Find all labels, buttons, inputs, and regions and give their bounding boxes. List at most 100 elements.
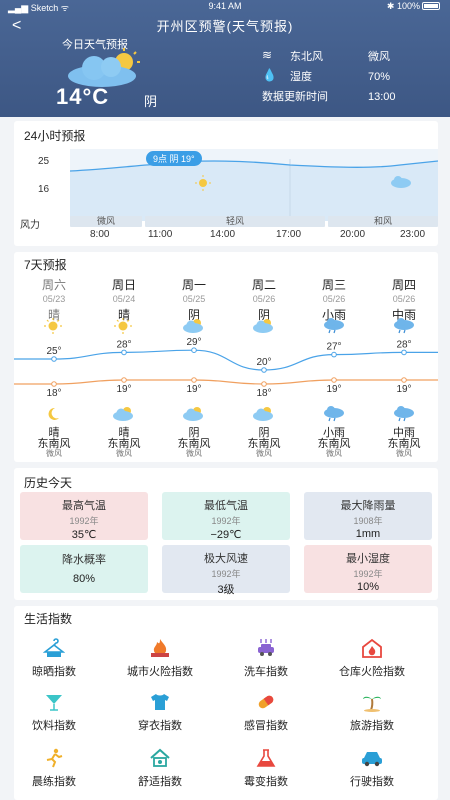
daily-forecast-card[interactable]: 7天预报 周六 05/23 晴晴东南风 微风 周日 05/24 晴晴东南风 微风 周一 05/25… — [14, 252, 438, 462]
life-index-item[interactable]: 行驶指数 — [319, 746, 425, 789]
life-index-item[interactable]: 洗车指数 — [213, 636, 319, 679]
wind-direction: 东南风 — [177, 438, 211, 450]
night-weather: 中雨 — [393, 427, 415, 439]
battery-status: ✱ 100% — [387, 1, 440, 12]
low-temp-line-label: 18° — [256, 388, 271, 399]
low-temp-line-point — [191, 377, 197, 383]
history-max-wind: 极大风速 1992年 3级 — [162, 545, 290, 596]
low-temp-line-point — [331, 377, 337, 383]
hourly-title: 24小时预报 — [24, 129, 86, 143]
header: ▂▄▆ Sketch ᯤ 9:41 AM ✱ 100% < 开州区预警(天气预报… — [0, 0, 450, 117]
life-index-item[interactable]: 舒适指数 — [107, 746, 213, 789]
sun-icon — [112, 318, 134, 339]
day-weather: 晴 — [47, 308, 60, 322]
high-temp-line-label: 20° — [256, 357, 271, 368]
humidity-icon: 💧 — [262, 68, 277, 82]
day-weather: 阴 — [257, 308, 270, 322]
life-index-item[interactable]: 穿衣指数 — [107, 690, 213, 733]
day-date: 05/24 — [112, 294, 136, 304]
night-weather: 阴 — [258, 427, 270, 439]
drink-icon — [1, 690, 107, 714]
day-column[interactable]: 周六 05/23 晴 — [19, 276, 89, 323]
time-label: 23:00 — [400, 229, 426, 240]
time-label: 14:00 — [210, 229, 236, 240]
partly-cloudy-icon — [68, 48, 140, 87]
history-min-humidity: 最小湿度 1992年 10% — [304, 545, 432, 593]
life-index-label: 晨练指数 — [32, 776, 76, 788]
high-temp-line-point — [401, 349, 407, 356]
high-temp-line-point — [331, 351, 337, 358]
day-weather: 中雨 — [391, 308, 416, 322]
low-temp-line-label: 19° — [186, 384, 201, 395]
day-weather: 小雨 — [321, 308, 346, 322]
today-label: 今日天气预报 — [62, 39, 128, 51]
life-index-label: 洗车指数 — [244, 666, 288, 678]
wind-direction: 东南风 — [37, 438, 71, 450]
life-index-label: 饮料指数 — [32, 720, 76, 732]
daily-title: 7天预报 — [24, 258, 67, 272]
wind-segment: 轻风 — [145, 216, 325, 227]
current-temperature: 14°C — [56, 84, 110, 109]
life-index-item[interactable]: 仓库火险指数 — [319, 636, 425, 679]
home-comfort-icon — [107, 746, 213, 770]
wind-info: ≋ 东北风 微风 — [262, 48, 390, 63]
life-index-item[interactable]: 旅游指数 — [319, 690, 425, 733]
history-max-rainfall: 最大降雨量 1908年 1mm — [304, 492, 432, 540]
life-index-item[interactable]: 晾晒指数 — [1, 636, 107, 679]
hourly-forecast-card: 24小时预报 25 16 9点 阴 19° 风力 微风 轻风 和风 8:00 1… — [14, 121, 438, 246]
day-column[interactable]: 周二 05/26 阴 — [229, 276, 299, 323]
life-index-item[interactable]: 感冒指数 — [213, 690, 319, 733]
hourly-tooltip: 9点 阴 19° — [146, 151, 202, 166]
humidity-info: 💧 湿度 70% — [262, 68, 391, 83]
high-temp-line-point — [121, 349, 127, 356]
life-index-item[interactable]: 城市火险指数 — [107, 636, 213, 679]
update-time-info: 数据更新时间 13:00 — [262, 91, 396, 103]
day-name: 周一 — [181, 278, 206, 292]
day-name: 周六 — [41, 278, 66, 292]
low-temp-line-label: 19° — [396, 384, 411, 395]
wind-level: 微风 — [256, 449, 272, 458]
day-name: 周二 — [251, 278, 276, 292]
rain-icon — [322, 318, 346, 339]
day-weather: 晴 — [117, 308, 130, 322]
life-index-item[interactable]: 霉变指数 — [213, 746, 319, 789]
day-column[interactable]: 周日 05/24 晴 — [89, 276, 159, 323]
life-index-label: 舒适指数 — [138, 776, 182, 788]
day-name: 周日 — [111, 278, 136, 292]
wind-direction: 东南风 — [387, 438, 421, 450]
life-index-label: 感冒指数 — [244, 720, 288, 732]
time-label: 20:00 — [340, 229, 366, 240]
back-button[interactable]: < — [12, 17, 22, 34]
day-column[interactable]: 周一 05/25 阴 — [159, 276, 229, 323]
history-min-temp: 最低气温 1992年 −29℃ — [162, 492, 290, 541]
wind-level: 微风 — [326, 449, 342, 458]
high-temp-line-label: 29° — [186, 337, 201, 348]
wind-direction: 东南风 — [107, 438, 141, 450]
status-bar: ▂▄▆ Sketch ᯤ 9:41 AM ✱ 100% — [0, 0, 450, 14]
night-weather: 晴 — [48, 427, 60, 439]
battery-icon — [422, 2, 440, 10]
page-title: 开州区预警(天气预报) — [156, 19, 294, 34]
history-today-card: 历史今天 最高气温 1992年 35℃ 最低气温 1992年 −29℃ 最大降雨量 190… — [14, 468, 438, 600]
wind-level: 微风 — [186, 449, 202, 458]
life-index-label: 行驶指数 — [350, 776, 394, 788]
day-column[interactable]: 周三 05/26 小雨 — [299, 276, 369, 323]
day-column[interactable]: 周四 05/26 中雨 — [369, 276, 438, 323]
fire-icon — [107, 636, 213, 660]
wind-row: 风力 微风 轻风 和风 — [14, 216, 438, 231]
life-index-label: 仓库火险指数 — [339, 666, 405, 678]
life-index-item[interactable]: 晨练指数 — [1, 746, 107, 789]
wind-row-label: 风力 — [20, 220, 40, 231]
history-max-temp: 最高气温 1992年 35℃ — [20, 492, 148, 541]
low-temp-line-point — [51, 381, 57, 387]
high-temp-line — [14, 349, 438, 371]
hourly-temperature-chart[interactable] — [70, 149, 438, 221]
day-date: 05/26 — [392, 294, 416, 304]
life-index-item[interactable]: 饮料指数 — [1, 690, 107, 733]
high-temp-line-label: 28° — [396, 339, 411, 350]
status-time: 9:41 AM — [208, 1, 242, 11]
rain-icon — [322, 406, 346, 427]
y-tick-high: 25 — [38, 156, 50, 167]
wind-segment: 和风 — [328, 216, 438, 227]
life-index-label: 霉变指数 — [244, 776, 288, 788]
